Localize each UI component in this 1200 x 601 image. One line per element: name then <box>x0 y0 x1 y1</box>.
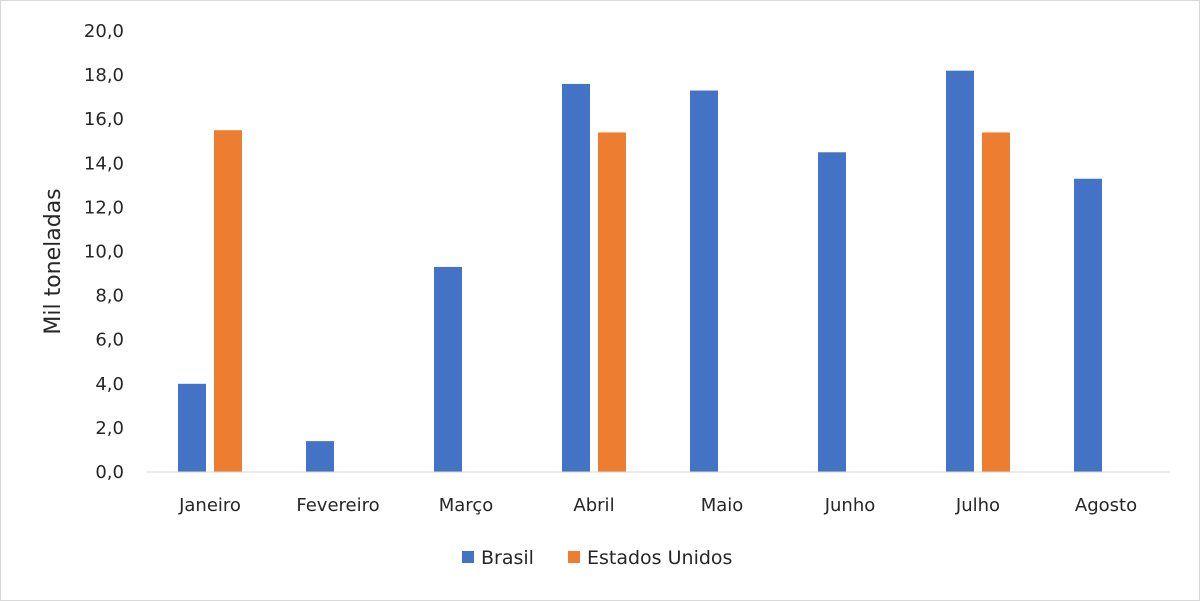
y-tick-label: 18,0 <box>84 65 124 86</box>
bar-estados-unidos <box>982 132 1010 472</box>
y-tick-label: 10,0 <box>84 242 124 263</box>
bar-brasil <box>818 152 846 472</box>
y-tick-label: 2,0 <box>95 418 124 439</box>
y-tick-label: 14,0 <box>84 153 124 174</box>
x-tick-label: Maio <box>701 495 744 516</box>
x-tick-label: Junho <box>824 495 876 516</box>
y-tick-label: 20,0 <box>84 21 124 42</box>
y-tick-label: 16,0 <box>84 109 124 130</box>
bar-brasil <box>434 266 462 472</box>
y-tick-label: 12,0 <box>84 197 124 218</box>
x-axis-ticks: Janeiro Fevereiro Março Abril Maio Junho Julho… <box>178 495 1137 516</box>
bar-estados-unidos <box>598 132 626 472</box>
bar-estados-unidos <box>214 130 242 472</box>
bars <box>178 70 1102 473</box>
y-tick-label: 6,0 <box>95 330 124 351</box>
bar-brasil <box>562 83 590 473</box>
x-tick-label: Agosto <box>1075 495 1137 516</box>
legend-label: Brasil <box>481 547 534 569</box>
y-tick-label: 0,0 <box>95 462 124 483</box>
legend-swatch <box>462 551 474 563</box>
bar-brasil <box>178 383 206 472</box>
y-tick-label: 8,0 <box>95 286 124 307</box>
bar-brasil <box>1074 178 1102 473</box>
x-tick-label: Fevereiro <box>296 495 379 516</box>
bar-brasil <box>946 70 974 472</box>
y-axis-ticks: 0,0 2,0 4,0 6,0 8,0 10,0 12,0 14,0 16,0 18,0 20,0 <box>84 21 124 483</box>
y-tick-label: 4,0 <box>95 374 124 395</box>
x-tick-label: Julho <box>955 495 1000 516</box>
bar-brasil <box>306 441 334 472</box>
x-tick-label: Janeiro <box>178 495 241 516</box>
legend-swatch <box>568 551 580 563</box>
bar-brasil <box>690 90 718 472</box>
legend: Brasil Estados Unidos <box>462 547 732 569</box>
x-tick-label: Março <box>439 495 493 516</box>
x-tick-label: Abril <box>573 495 614 516</box>
y-axis-label: Mil toneladas <box>41 188 66 334</box>
legend-label: Estados Unidos <box>587 547 732 569</box>
